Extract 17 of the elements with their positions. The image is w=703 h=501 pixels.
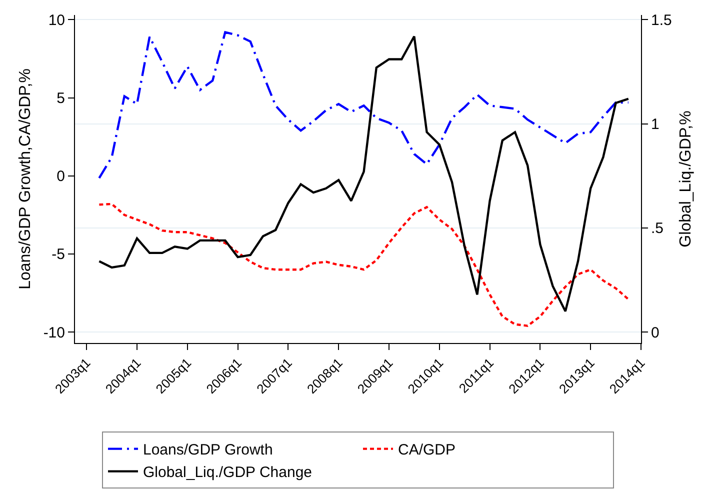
y-axis-title: Loans/GDP Growth,CA/GDP,% xyxy=(17,68,34,290)
y-tick-label: 0 xyxy=(56,168,65,186)
legend-label: Loans/GDP Growth xyxy=(143,442,273,459)
legend-label: CA/GDP xyxy=(398,442,456,459)
y2-tick-label: .5 xyxy=(651,220,664,238)
y2-tick-label: 1.5 xyxy=(651,12,672,29)
y2-axis-title: Global_Liq./GDP,% xyxy=(678,110,695,248)
y2-tick-label: 0 xyxy=(651,324,660,342)
legend-label: Global_Liq./GDP Change xyxy=(143,464,312,482)
line-series xyxy=(98,35,630,312)
y-tick-label: 10 xyxy=(48,12,65,29)
y-tick-label: 5 xyxy=(56,90,65,108)
line-series xyxy=(98,31,630,180)
line-series xyxy=(98,202,630,327)
y-tick-label: -10 xyxy=(43,324,65,342)
y-tick-label: -5 xyxy=(52,246,65,264)
y2-tick-label: 1 xyxy=(651,116,660,134)
